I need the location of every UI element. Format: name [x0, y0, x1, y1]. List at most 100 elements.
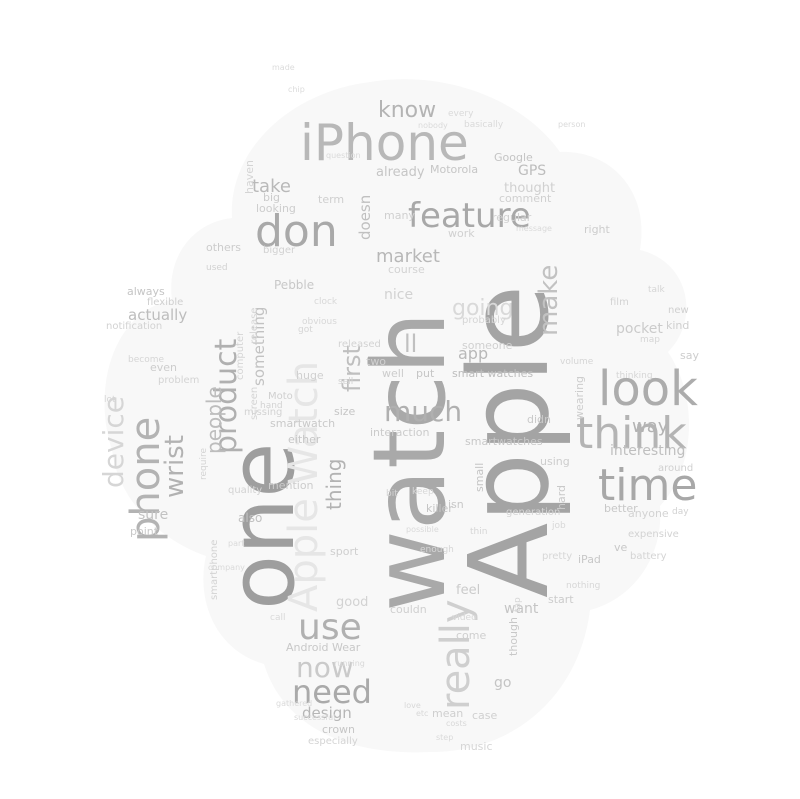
word: got — [298, 325, 313, 335]
word: day — [672, 507, 689, 517]
word: think — [576, 408, 687, 459]
word: obvious — [302, 317, 337, 327]
word: say — [680, 349, 699, 362]
word: battery — [630, 551, 667, 562]
word: someone — [462, 339, 513, 352]
word: case — [472, 709, 498, 722]
word: know — [378, 98, 437, 123]
word: enough — [420, 545, 454, 555]
word: problem — [158, 375, 200, 386]
word: thin — [470, 527, 488, 537]
word: look — [598, 361, 698, 417]
word: device — [97, 396, 130, 488]
word: small — [473, 462, 486, 492]
word: couldn — [390, 603, 427, 616]
word: now — [296, 651, 354, 684]
word: become — [128, 355, 165, 365]
word: good — [336, 595, 369, 610]
word: sell — [338, 377, 354, 387]
word: computer — [235, 331, 246, 380]
word: much — [384, 395, 463, 428]
word: keep — [412, 487, 434, 497]
word: clock — [314, 297, 338, 307]
word: release — [249, 307, 260, 344]
word: also — [238, 511, 263, 525]
word: notification — [106, 321, 163, 332]
word: nobody — [418, 121, 448, 130]
word: require — [199, 448, 209, 480]
word: pretty — [542, 551, 573, 562]
word: Android Wear — [286, 641, 361, 654]
word: feel — [456, 583, 481, 598]
word: screen — [249, 386, 260, 420]
word: using — [540, 455, 570, 468]
word: expensive — [628, 529, 679, 540]
word: many — [384, 209, 415, 222]
word: etc — [416, 709, 429, 718]
word: two — [366, 355, 387, 368]
word: missing — [244, 407, 283, 418]
word: go — [494, 675, 512, 691]
word: person — [558, 120, 586, 129]
word: didn — [527, 413, 551, 426]
word: iPhone — [300, 114, 469, 172]
word: chip — [288, 85, 305, 94]
word: doesn — [356, 194, 374, 240]
word: thought — [504, 181, 556, 196]
word: mention — [268, 479, 314, 492]
word: need — [292, 673, 372, 711]
word: released — [338, 339, 381, 350]
word: part — [228, 539, 245, 548]
word: every — [448, 109, 474, 119]
word: ve — [614, 541, 628, 554]
word: probably — [462, 315, 506, 326]
word: sport — [330, 545, 359, 558]
word: feature — [408, 196, 531, 236]
word: actually — [128, 306, 188, 324]
word: huge — [296, 369, 324, 382]
word: though — [507, 617, 520, 656]
word: hand — [260, 401, 283, 411]
word: already — [376, 165, 425, 180]
word: looking — [256, 202, 296, 215]
word: new — [668, 305, 689, 316]
word: smartwatches — [465, 435, 543, 448]
cloud-background — [104, 79, 690, 753]
word: comment — [499, 192, 552, 205]
word: job — [552, 521, 566, 531]
word: thinking — [616, 371, 653, 381]
word: successful — [294, 713, 336, 722]
word: costs — [446, 719, 467, 728]
word: start — [548, 593, 574, 606]
word: want — [504, 601, 539, 617]
word: film — [610, 297, 629, 308]
word: killer — [426, 502, 453, 515]
word: use — [298, 607, 362, 648]
word: market — [376, 246, 440, 267]
word: love — [404, 701, 421, 710]
word: talk — [648, 285, 665, 295]
word: music — [460, 740, 493, 753]
word: quality — [228, 485, 263, 496]
word: term — [318, 193, 345, 206]
word: nothing — [566, 581, 601, 591]
word: smart watches — [452, 367, 534, 380]
word: going — [452, 296, 514, 321]
word: app — [458, 344, 489, 363]
word: pocket — [616, 321, 663, 337]
word: even — [150, 361, 178, 374]
word: volume — [560, 357, 594, 367]
word: kind — [666, 319, 690, 332]
word: gathered — [276, 699, 313, 708]
word: nice — [384, 287, 414, 303]
word: don — [255, 206, 338, 257]
word: mean — [432, 707, 464, 720]
word: question — [326, 151, 361, 160]
word: especially — [308, 736, 358, 747]
word: ll — [404, 330, 418, 358]
word: message — [516, 224, 552, 233]
word: Moto — [268, 391, 293, 402]
word: possible — [406, 525, 439, 534]
word: regular — [492, 211, 532, 224]
word: lot — [104, 395, 116, 405]
